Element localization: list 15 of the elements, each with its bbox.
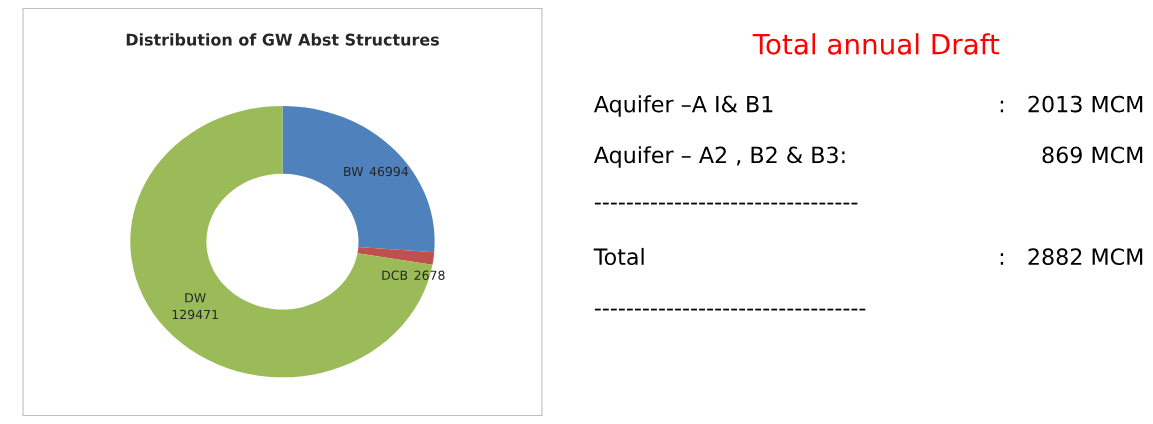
slice-label: DCB — [382, 270, 408, 280]
text: 869 MCM — [1042, 146, 1143, 164]
text: : 2013 MCM — [1000, 95, 1143, 113]
text: : 2882 MCM — [1000, 248, 1143, 266]
text: --------------------------------- — [594, 202, 858, 205]
data-label: 46994 — [369, 166, 409, 177]
text: Total — [593, 247, 644, 266]
text: Aquifer –A I& B1 — [593, 95, 773, 117]
slice-label: BW — [344, 166, 364, 177]
slice-label: DW — [185, 293, 206, 303]
text: Total annual Draft — [752, 33, 1000, 55]
text: Aquifer – A2 , B2 & B3: — [593, 146, 845, 168]
chart-title: Distribution of GW Abst Structures — [126, 33, 439, 46]
text: ---------------------------------- — [594, 308, 866, 311]
data-label: 129471 — [172, 309, 218, 320]
